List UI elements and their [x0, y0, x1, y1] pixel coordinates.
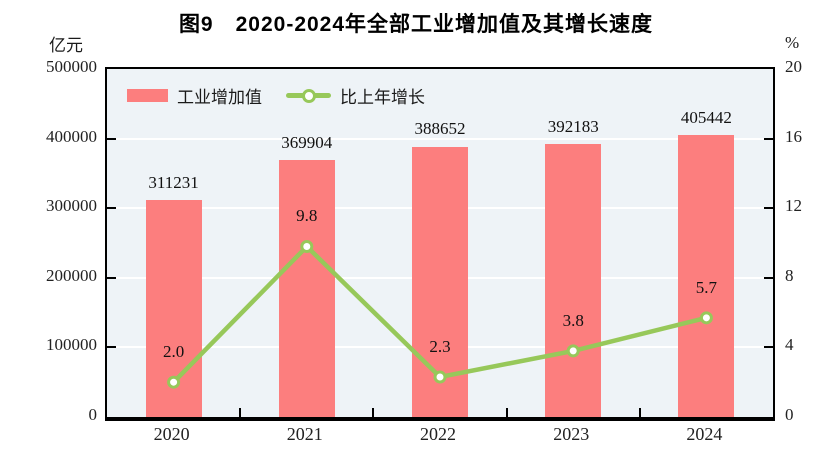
left-axis-tick-label: 300000 — [46, 196, 97, 216]
line-marker — [433, 370, 447, 384]
right-axis-tick-label: 4 — [785, 335, 794, 355]
right-axis-tick-label: 8 — [785, 265, 794, 285]
growth-line-series — [167, 239, 713, 389]
bar-2021 — [278, 159, 335, 417]
growth-value-label: 5.7 — [695, 277, 718, 297]
gridline — [107, 137, 773, 140]
right-axis-tick — [764, 207, 773, 210]
left-axis-unit-label: 亿元 — [49, 36, 83, 55]
left-axis-tick-label: 0 — [88, 405, 98, 424]
bar-value-label: 405442 — [680, 107, 732, 127]
legend-bar-swatch — [127, 89, 168, 102]
right-axis-tick-label: 16 — [785, 126, 802, 146]
growth-value-label: 3.8 — [562, 310, 584, 330]
legend-line-marker-icon — [301, 88, 316, 103]
bar-value-label: 311231 — [148, 173, 199, 193]
legend-bar-label: 工业增加值 — [177, 88, 262, 107]
x-axis-tick — [505, 408, 508, 417]
legend-line-swatch — [286, 88, 331, 103]
plot-area: 311231 369904 388652 392183 405442 2.0 9.8 2.3… — [105, 67, 775, 421]
line-marker — [167, 375, 181, 389]
growth-value-label: 2.3 — [429, 336, 451, 356]
x-axis-label-2022: 2022 — [420, 424, 456, 444]
x-axis-tick — [239, 408, 242, 417]
legend-line-label: 比上年增长 — [340, 88, 425, 107]
left-axis-tick — [107, 276, 116, 279]
right-axis-tick — [764, 346, 773, 349]
bar-2024 — [678, 134, 735, 417]
line-marker — [699, 311, 713, 325]
left-axis-tick — [107, 137, 116, 140]
chart-title: 图9 2020-2024年全部工业增加值及其增长速度 — [178, 13, 654, 36]
x-axis-label-2024: 2024 — [686, 424, 723, 444]
right-axis-tick — [764, 137, 773, 140]
right-axis-tick-label: 20 — [785, 57, 802, 76]
left-axis-tick — [107, 346, 116, 349]
left-axis-tick — [107, 207, 116, 210]
left-axis-tick-label: 200000 — [46, 265, 97, 285]
right-axis-tick — [764, 276, 773, 279]
bar-value-label: 369904 — [281, 132, 333, 152]
x-axis-label-2021: 2021 — [286, 424, 323, 444]
bar-value-label: 388652 — [414, 119, 466, 139]
left-axis-tick-labels: 500000 400000 300000 200000 100000 0 — [0, 0, 97, 460]
left-axis-tick-label: 400000 — [46, 126, 97, 146]
left-axis-tick-label: 100000 — [46, 335, 97, 355]
line-marker — [566, 344, 580, 358]
left-axis-tick-label: 500000 — [46, 57, 97, 76]
right-axis-unit-label: % — [785, 33, 800, 52]
right-axis-tick-labels: 20 16 12 8 4 0 — [785, 0, 831, 460]
x-axis-tick — [638, 408, 641, 417]
bar-2023 — [545, 144, 602, 417]
line-marker — [300, 239, 314, 253]
right-axis-tick-label: 0 — [785, 405, 794, 424]
right-axis-tick-label: 12 — [785, 196, 802, 216]
legend: 工业增加值 比上年增长 — [107, 83, 425, 108]
x-axis-label-2023: 2023 — [553, 424, 590, 444]
bar-value-label: 392183 — [547, 117, 599, 137]
growth-value-label: 2.0 — [162, 342, 185, 362]
x-axis-label-2020: 2020 — [153, 424, 190, 444]
growth-value-label: 9.8 — [296, 206, 318, 226]
x-axis-tick — [372, 408, 375, 417]
